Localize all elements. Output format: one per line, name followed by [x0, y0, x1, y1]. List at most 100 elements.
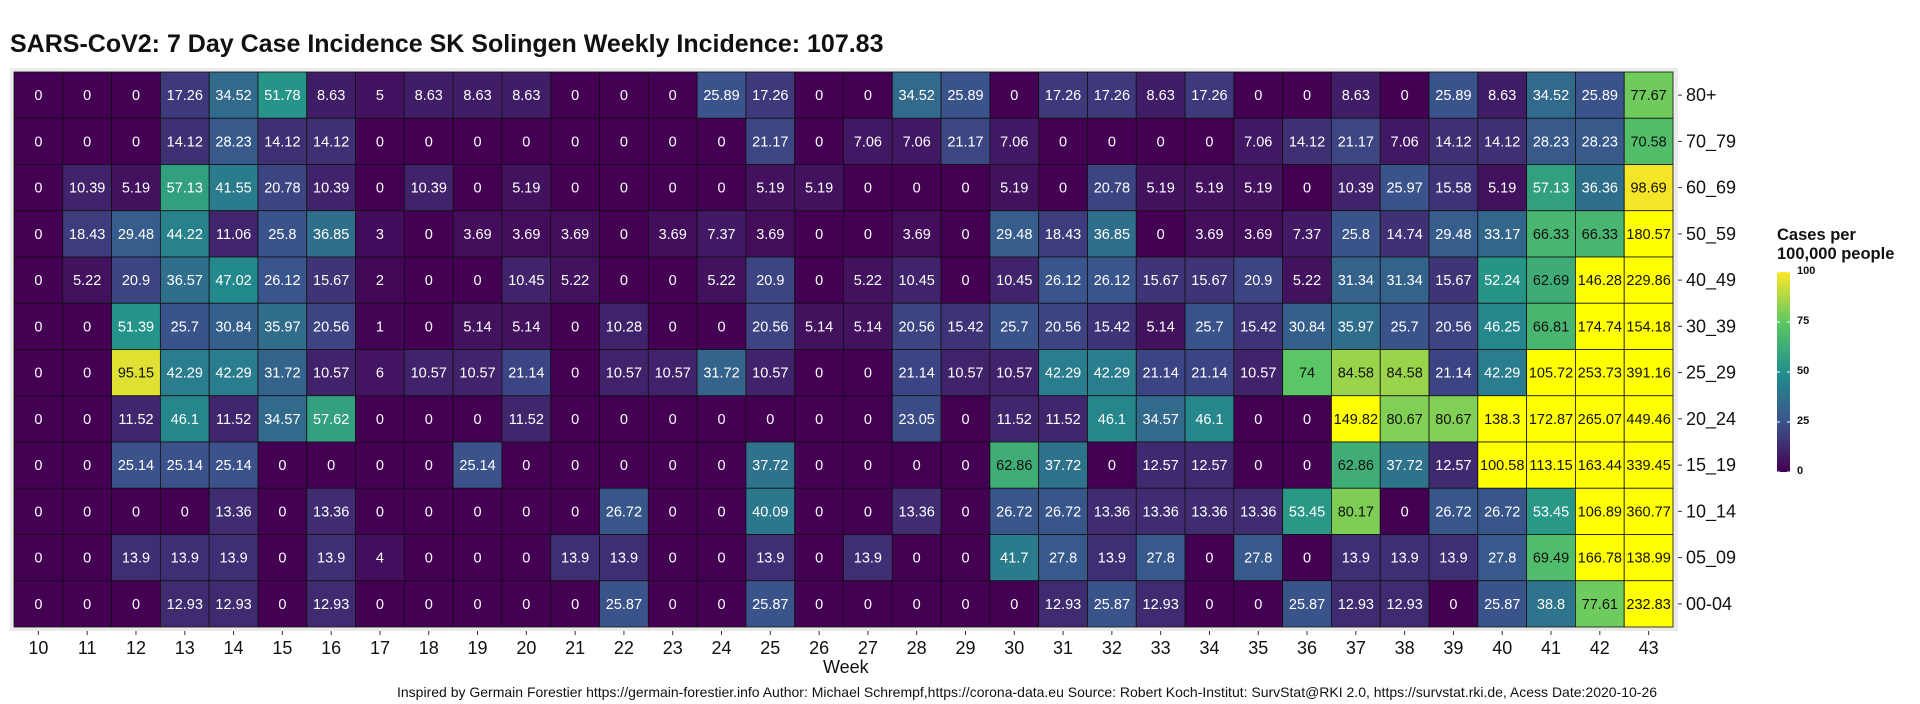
x-tick-label: 32: [1102, 638, 1122, 658]
cell-label: 10.39: [1338, 181, 1374, 197]
heatmap-cell: [159, 71, 210, 119]
cell-label: 15.67: [313, 273, 349, 289]
cell-label: 0: [83, 551, 91, 567]
cell-label: 232.83: [1626, 597, 1670, 613]
cell-label: 0: [132, 134, 140, 150]
cell-label: 0: [620, 458, 628, 474]
cell-label: 5.22: [854, 273, 882, 289]
heatmap-cell: [257, 302, 308, 350]
cell-label: 3.69: [903, 227, 931, 243]
heatmap-cell: [403, 580, 454, 628]
cell-label: 265.07: [1578, 412, 1622, 428]
cell-label: 10.57: [606, 366, 642, 382]
heatmap-cell: [355, 210, 405, 258]
cell-label: 0: [34, 181, 42, 197]
cell-label: 0: [669, 88, 677, 104]
x-tick-label: 20: [516, 638, 536, 658]
heatmap-cell: [599, 117, 649, 165]
cell-label: 0: [278, 458, 286, 474]
cell-label: 25.87: [752, 597, 788, 613]
cell-label: 11.52: [1045, 412, 1080, 428]
cell-label: 12.93: [1386, 597, 1422, 613]
cell-label: 0: [34, 597, 42, 613]
cell-label: 25.8: [268, 227, 296, 243]
cell-label: 146.28: [1578, 273, 1622, 289]
cell-label: 8.63: [1488, 88, 1516, 104]
cell-label: 15.67: [1143, 273, 1179, 289]
cell-label: 0: [571, 412, 579, 428]
cell-label: 62.86: [1338, 458, 1374, 474]
cell-label: 0: [425, 504, 433, 520]
heatmap-cell: [501, 580, 552, 628]
cell-label: 8.63: [317, 88, 345, 104]
heatmap-cell: [989, 256, 1040, 304]
cell-label: 26.12: [1045, 273, 1081, 289]
heatmap-cell: [1282, 117, 1332, 165]
heatmap-cell: [1428, 256, 1479, 304]
heatmap-cell: [891, 302, 942, 350]
heatmap-cell: [1575, 210, 1625, 258]
heatmap-cell: [940, 117, 991, 165]
cell-label: 0: [815, 273, 823, 289]
cell-label: 0: [864, 504, 872, 520]
x-tick-label: 40: [1492, 638, 1512, 658]
heatmap-cell: [1233, 117, 1284, 165]
heatmap-cell: [843, 71, 893, 119]
cell-label: 12.93: [215, 597, 251, 613]
heatmap-cell: [403, 487, 454, 535]
heatmap-cell: [208, 349, 259, 397]
heatmap-cell: [1087, 349, 1137, 397]
cell-label: 14.12: [1289, 134, 1325, 150]
heatmap-cell: [794, 487, 844, 535]
heatmap-cell: [1135, 302, 1186, 350]
cell-label: 0: [1010, 88, 1018, 104]
chart-title: SARS-CoV2: 7 Day Case Incidence SK Solin…: [10, 30, 884, 58]
colorbar-ticks: [1777, 271, 1790, 473]
heatmap-cell: [159, 395, 210, 443]
cell-label: 0: [83, 458, 91, 474]
heatmap-cell: [1477, 349, 1528, 397]
heatmap-cell: [1623, 487, 1674, 535]
cell-label: 0: [913, 181, 921, 197]
cell-label: 42.29: [215, 366, 251, 382]
heatmap-cell: [208, 395, 259, 443]
cell-label: 0: [815, 458, 823, 474]
cell-label: 25.87: [1484, 597, 1520, 613]
cell-label: 0: [864, 412, 872, 428]
heatmap-cell: [1623, 302, 1674, 350]
cell-label: 7.06: [854, 134, 882, 150]
cell-label: 13.9: [854, 551, 882, 567]
cell-label: 0: [669, 273, 677, 289]
heatmap-cell: [794, 302, 844, 350]
heatmap-cell: [696, 302, 747, 350]
heatmap-cell: [501, 256, 552, 304]
heatmap-cell: [306, 441, 356, 489]
cell-label: 166.78: [1578, 551, 1622, 567]
heatmap-cell: [1282, 71, 1332, 119]
x-tick-label: 28: [907, 638, 927, 658]
cell-label: 31.34: [1386, 273, 1422, 289]
cell-label: 0: [1449, 597, 1457, 613]
cell-label: 0: [669, 504, 677, 520]
cell-label: 13.36: [899, 504, 935, 520]
cell-label: 35.97: [1338, 319, 1374, 335]
cell-label: 0: [1401, 504, 1409, 520]
cell-label: 0: [34, 273, 42, 289]
heatmap-cell: [1038, 256, 1088, 304]
heatmap-cell: [989, 395, 1040, 443]
x-tick-label: 33: [1151, 638, 1171, 658]
x-tick-label: 27: [858, 638, 878, 658]
cell-label: 25.89: [947, 88, 983, 104]
cell-label: 34.52: [215, 88, 251, 104]
heatmap-cell: [1087, 534, 1137, 582]
heatmap-cell: [208, 71, 259, 119]
cell-label: 5.19: [1244, 181, 1272, 197]
cell-label: 15.67: [1435, 273, 1471, 289]
cell-label: 0: [669, 319, 677, 335]
heatmap-cell: [306, 302, 356, 350]
cell-label: 42.29: [1094, 366, 1130, 382]
heatmap-cell: [1379, 395, 1430, 443]
heatmap-cell: [452, 71, 503, 119]
cell-label: 3.69: [561, 227, 589, 243]
cell-label: 31.34: [1338, 273, 1374, 289]
